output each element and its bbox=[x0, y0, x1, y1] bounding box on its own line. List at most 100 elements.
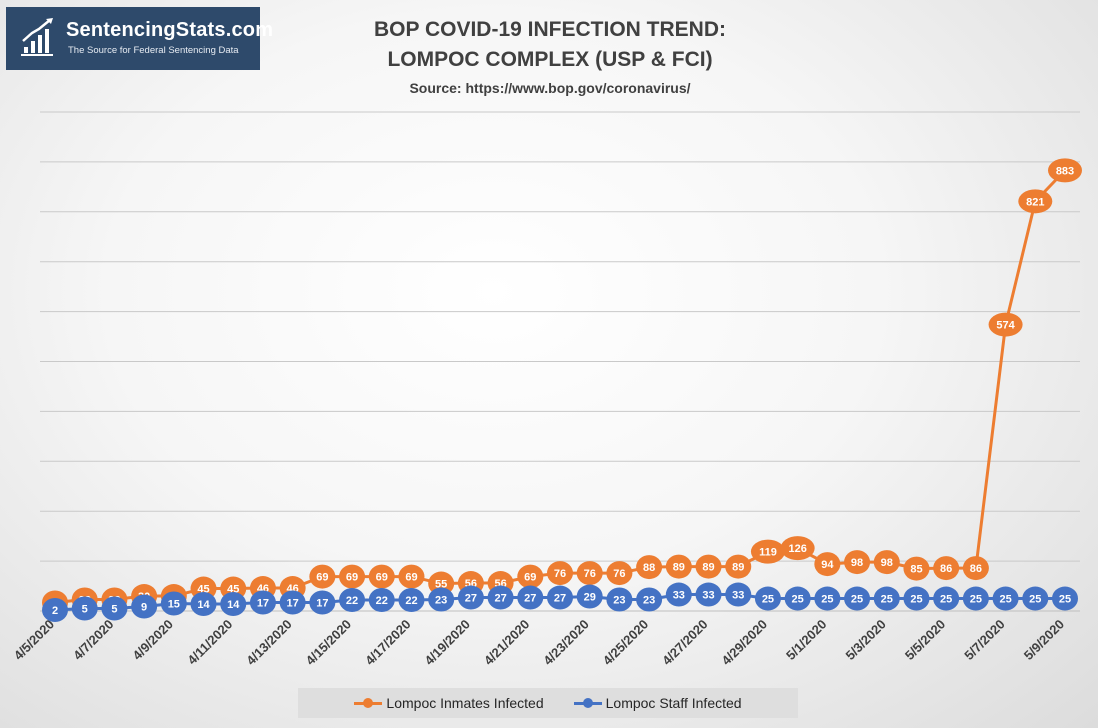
data-label: 69 bbox=[405, 572, 417, 584]
data-point bbox=[903, 556, 930, 581]
data-point bbox=[160, 591, 187, 616]
x-tick-label: 5/3/2020 bbox=[842, 617, 888, 663]
data-point bbox=[1048, 158, 1082, 183]
data-point bbox=[547, 561, 573, 586]
data-point bbox=[1018, 189, 1053, 214]
data-label: 25 bbox=[792, 594, 804, 606]
data-label: 76 bbox=[613, 568, 625, 580]
data-point bbox=[1052, 586, 1078, 611]
x-tick-label: 4/25/2020 bbox=[600, 617, 652, 669]
data-point bbox=[784, 586, 811, 611]
data-point bbox=[814, 552, 841, 577]
sentencingstats-logo: SentencingStats.com The Source for Feder… bbox=[6, 7, 273, 70]
data-point bbox=[903, 586, 930, 611]
data-point bbox=[309, 564, 336, 589]
data-point bbox=[780, 536, 815, 561]
data-label: 22 bbox=[405, 595, 417, 607]
data-point bbox=[457, 585, 484, 610]
logo-name: SentencingStats.com bbox=[66, 19, 274, 41]
data-label: 15 bbox=[168, 599, 180, 611]
x-tick-label: 5/1/2020 bbox=[783, 617, 829, 663]
data-label: 88 bbox=[643, 562, 655, 574]
data-label: 27 bbox=[465, 593, 477, 605]
data-label: 98 bbox=[881, 557, 893, 569]
data-point bbox=[487, 585, 514, 610]
data-label: 821 bbox=[1026, 196, 1044, 208]
data-label: 17 bbox=[316, 598, 328, 610]
x-tick-label: 4/17/2020 bbox=[362, 617, 414, 669]
data-point bbox=[750, 539, 785, 564]
data-label: 5 bbox=[82, 604, 88, 616]
data-point bbox=[249, 590, 276, 615]
data-point bbox=[101, 596, 128, 621]
data-label: 94 bbox=[821, 559, 834, 571]
data-label: 25 bbox=[970, 594, 982, 606]
data-point bbox=[190, 592, 217, 617]
data-label: 574 bbox=[996, 320, 1015, 332]
data-label: 17 bbox=[287, 598, 299, 610]
data-point bbox=[576, 561, 603, 586]
data-point bbox=[398, 588, 425, 613]
data-label: 23 bbox=[435, 595, 447, 607]
data-point bbox=[428, 587, 455, 612]
data-label: 119 bbox=[759, 547, 777, 559]
data-label: 69 bbox=[376, 572, 388, 584]
data-point bbox=[988, 312, 1023, 337]
data-point bbox=[339, 588, 366, 613]
logo-tagline: The Source for Federal Sentencing Data bbox=[68, 45, 239, 56]
data-point bbox=[636, 555, 663, 580]
data-label: 25 bbox=[821, 594, 833, 606]
x-tick-label: 4/27/2020 bbox=[659, 617, 711, 669]
data-label: 69 bbox=[346, 572, 358, 584]
data-point bbox=[754, 586, 781, 611]
data-point bbox=[42, 598, 68, 623]
legend-label-staff: Lompoc Staff Infected bbox=[605, 695, 742, 711]
data-point bbox=[309, 590, 336, 615]
data-label: 27 bbox=[554, 593, 566, 605]
data-label: 25 bbox=[851, 594, 863, 606]
data-point bbox=[844, 586, 871, 611]
x-tick-label: 4/11/2020 bbox=[184, 617, 235, 668]
data-point bbox=[695, 554, 722, 579]
data-label: 89 bbox=[732, 562, 744, 574]
data-label: 17 bbox=[257, 598, 269, 610]
data-point bbox=[339, 564, 366, 589]
data-point bbox=[1022, 586, 1049, 611]
data-point bbox=[517, 585, 544, 610]
data-label: 86 bbox=[970, 563, 982, 575]
data-label: 55 bbox=[435, 579, 447, 591]
chart-source: Source: https://www.bop.gov/coronavirus/ bbox=[409, 80, 691, 96]
x-tick-label: 4/21/2020 bbox=[481, 617, 533, 669]
data-label: 23 bbox=[643, 595, 655, 607]
bar-chart-trend-icon bbox=[21, 18, 53, 56]
data-label: 25 bbox=[1029, 594, 1041, 606]
x-tick-label: 5/5/2020 bbox=[902, 617, 948, 663]
x-tick-label: 4/15/2020 bbox=[303, 617, 355, 669]
series-line-0 bbox=[54, 169, 1067, 605]
legend-label-inmates: Lompoc Inmates Infected bbox=[386, 695, 544, 711]
data-point bbox=[636, 587, 663, 612]
data-label: 14 bbox=[197, 599, 210, 611]
data-label: 126 bbox=[788, 543, 806, 555]
data-label: 33 bbox=[702, 590, 714, 602]
x-tick-label: 5/7/2020 bbox=[961, 617, 1007, 663]
data-label: 9 bbox=[141, 602, 147, 614]
data-label: 25 bbox=[910, 594, 922, 606]
data-point bbox=[725, 554, 752, 579]
data-label: 69 bbox=[316, 572, 328, 584]
data-point bbox=[665, 554, 692, 579]
data-point bbox=[933, 586, 960, 611]
data-label: 33 bbox=[732, 590, 744, 602]
x-tick-label: 4/5/2020 bbox=[11, 617, 57, 663]
data-point bbox=[962, 556, 989, 581]
data-point bbox=[606, 561, 633, 586]
data-label: 69 bbox=[524, 572, 536, 584]
data-point bbox=[279, 590, 306, 615]
x-tick-label: 5/9/2020 bbox=[1021, 617, 1067, 663]
legend-item-inmates: Lompoc Inmates Infected bbox=[354, 695, 544, 711]
data-label: 22 bbox=[346, 595, 358, 607]
data-label: 98 bbox=[851, 557, 863, 569]
data-label: 25 bbox=[881, 594, 893, 606]
data-point bbox=[844, 550, 871, 575]
